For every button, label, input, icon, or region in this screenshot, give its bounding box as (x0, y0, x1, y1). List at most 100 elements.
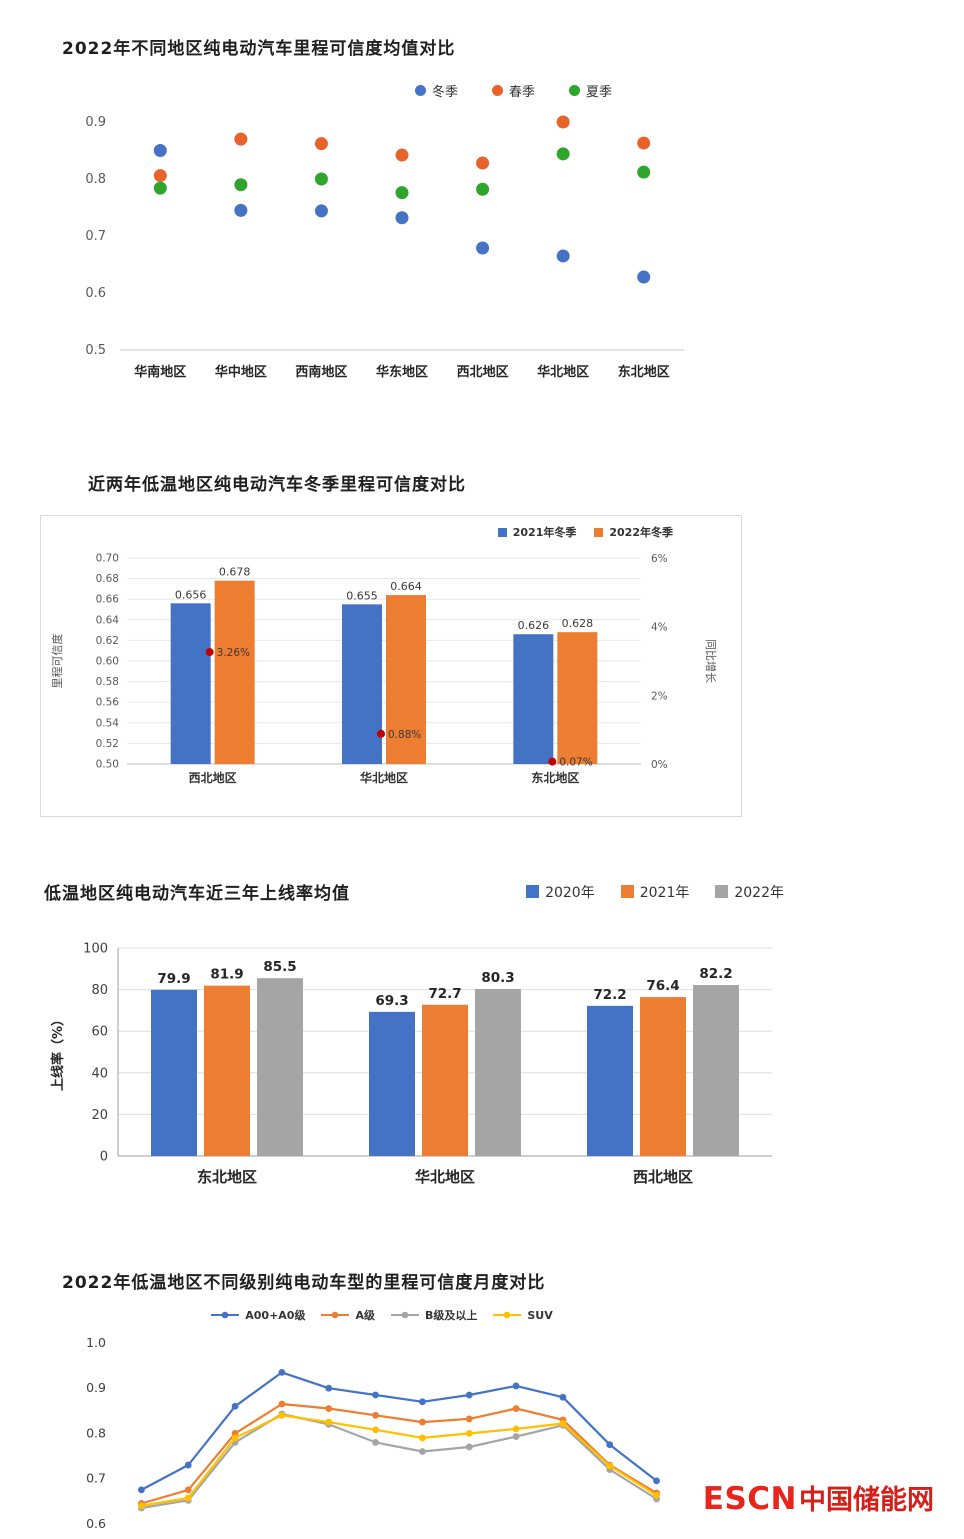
escn-logo-chinese: 中国储能网 (799, 1485, 934, 1516)
marker-A00+A0级 (184, 1461, 192, 1469)
legend-label: A级 (355, 1309, 375, 1322)
y-tick-label: 0.54 (96, 717, 120, 729)
point-春季 (234, 132, 248, 146)
y-tick-label: 0.50 (96, 759, 119, 771)
chart2-title: 近两年低温地区纯电动汽车冬季里程可信度对比 (88, 475, 466, 495)
legend-square-swatch (594, 527, 604, 537)
marker-SUV (559, 1420, 567, 1427)
point-春季 (476, 156, 490, 170)
chart3-bar-plot: 100 80 60 40 20 0 东北地区 79.9 81.9 85.5 华北地区 69.3 72.7… (44, 918, 784, 1218)
bar-value-label: 72.2 (593, 987, 626, 1003)
chart4-line-plot: 1.00.90.80.70.60.51月2月3月4月5月6月7月8月9月10月1… (62, 1325, 702, 1539)
y-tick-label: 0.5 (85, 343, 106, 358)
bar-value-label: 81.9 (210, 967, 243, 983)
bar-value-label: 0.626 (518, 619, 550, 632)
bar-value-label: 79.9 (157, 971, 190, 987)
point-夏季 (395, 186, 409, 200)
legend-dot-swatch (568, 85, 580, 96)
point-春季 (314, 137, 328, 151)
legend-line-swatch (390, 1311, 419, 1319)
point-夏季 (314, 172, 328, 186)
marker-A级 (512, 1405, 520, 1412)
bar-value-label: 85.5 (263, 959, 296, 975)
y-tick-label: 40 (91, 1066, 108, 1081)
chart1-scatter-plot: 0.9 0.8 0.7 0.6 0.5 华南地区 华中地区 西南地区 华东地区 西北地区 华北地区 东… (62, 102, 702, 418)
x-tick-label: 西北地区 (457, 364, 509, 380)
y2-tick-label: 6% (651, 553, 668, 565)
x-tick-label: 华北地区 (537, 364, 589, 380)
y2-tick-label: 2% (651, 690, 668, 702)
marker-SUV (465, 1430, 473, 1437)
bar-2021年 (640, 997, 686, 1156)
y-tick-label: 20 (91, 1108, 108, 1123)
growth-value-label: 0.07% (559, 757, 592, 769)
marker-A00+A0级 (372, 1391, 379, 1399)
marker-A00+A0级 (278, 1368, 286, 1376)
legend-item-冬季: 冬季 (414, 81, 458, 100)
chart1-legend: 冬季 春季 夏季 (62, 81, 702, 100)
chart3-section: 低温地区纯电动汽车近三年上线率均值 2020年 2021年 2022年 100 80 6… (44, 879, 784, 1218)
bar-value-label: 80.3 (481, 970, 514, 986)
legend-item-2021年: 2021年 (620, 882, 689, 902)
marker-SUV (278, 1411, 286, 1419)
bar-value-label: 0.628 (562, 617, 594, 630)
x-tick-label: 西北地区 (189, 770, 237, 785)
x-tick-label: 华中地区 (215, 364, 267, 380)
legend-label: 2022年冬季 (609, 526, 673, 539)
marker-B级及以上 (512, 1433, 520, 1440)
point-冬季 (314, 204, 328, 218)
chart2-legend: 2021年冬季 2022年冬季 (45, 524, 737, 540)
bar-2020年 (587, 1005, 633, 1156)
legend-line-swatch (493, 1311, 522, 1319)
y-tick-label: 100 (83, 942, 108, 957)
y-tick-label: 80 (91, 983, 108, 998)
chart3-title: 低温地区纯电动汽车近三年上线率均值 (44, 884, 350, 904)
y-tick-label: 0.58 (96, 676, 119, 688)
point-春季 (153, 169, 167, 183)
legend-label: 2021年冬季 (512, 526, 577, 539)
legend-dot-swatch (491, 85, 503, 96)
y-tick-label: 1.0 (86, 1335, 106, 1350)
growth-value-label: 3.26% (217, 647, 250, 659)
bar-value-label: 72.7 (428, 986, 461, 1002)
marker-A00+A0级 (138, 1486, 145, 1494)
marker-SUV (372, 1426, 379, 1434)
legend-item-B级及以上: B级及以上 (390, 1307, 477, 1323)
marker-A00+A0级 (653, 1477, 660, 1485)
legend-item-A00+A0级: A00+A0级 (211, 1307, 305, 1323)
y-tick-label: 0.60 (96, 656, 119, 668)
y-tick-label: 0.64 (96, 614, 120, 626)
marker-A级 (419, 1418, 426, 1426)
x-tick-label: 华北地区 (360, 770, 408, 785)
bar-value-label: 0.664 (390, 580, 422, 593)
point-夏季 (637, 165, 651, 179)
y-tick-label: 0 (100, 1150, 108, 1165)
chart4-title: 2022年低温地区不同级别纯电动车型的里程可信度月度对比 (62, 1273, 546, 1293)
point-夏季 (234, 178, 248, 192)
legend-label: SUV (527, 1308, 553, 1322)
point-冬季 (637, 270, 651, 284)
chart1-section: 2022年不同地区纯电动汽车里程可信度均值对比 冬季 春季 夏季 0.9 0.8 0.7… (62, 0, 702, 418)
x-tick-label: 西南地区 (295, 364, 347, 380)
growth-value-label: 0.88% (388, 729, 421, 741)
legend-item-SUV: SUV (493, 1308, 553, 1322)
chart4-section: 2022年低温地区不同级别纯电动车型的里程可信度月度对比 A00+A0级 A级 B级… (62, 1268, 702, 1539)
marker-A00+A0级 (231, 1402, 239, 1410)
y-tick-label: 0.8 (85, 172, 106, 187)
point-冬季 (153, 144, 167, 157)
point-冬季 (476, 241, 490, 255)
y-tick-label: 0.62 (96, 635, 119, 647)
point-春季 (637, 136, 651, 150)
legend-line-swatch (321, 1311, 350, 1319)
marker-B级及以上 (419, 1448, 426, 1455)
bar-2021年 (204, 985, 250, 1156)
legend-item-春季: 春季 (491, 81, 535, 100)
line-B级及以上 (141, 1412, 658, 1510)
legend-marker (221, 1311, 229, 1319)
bar-value-label: 82.2 (699, 966, 732, 982)
marker-A00+A0级 (325, 1384, 333, 1392)
marker-SUV (231, 1434, 239, 1442)
marker-A级 (325, 1405, 333, 1412)
point-春季 (556, 115, 570, 129)
y2-axis-title: 同比增长 (704, 639, 718, 683)
